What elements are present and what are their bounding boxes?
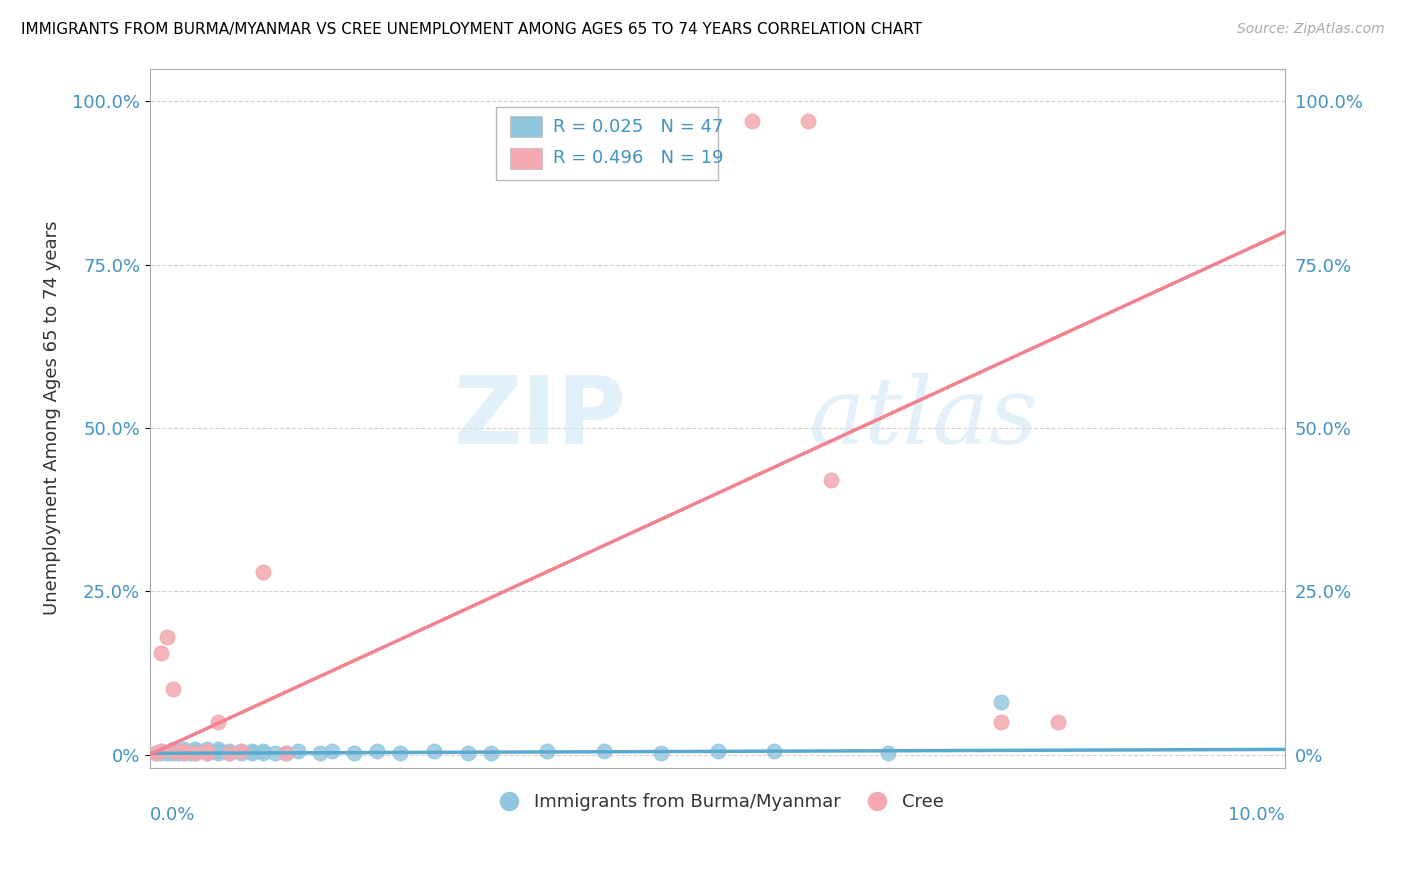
Text: ZIP: ZIP bbox=[454, 372, 627, 464]
Point bbox=[252, 744, 274, 758]
Text: 0.0%: 0.0% bbox=[150, 806, 195, 824]
Y-axis label: Unemployment Among Ages 65 to 74 years: Unemployment Among Ages 65 to 74 years bbox=[44, 221, 60, 615]
Text: 10.0%: 10.0% bbox=[1229, 806, 1285, 824]
Point bbox=[990, 714, 1012, 729]
Point bbox=[150, 646, 173, 660]
Point bbox=[990, 695, 1012, 709]
Point bbox=[184, 747, 207, 761]
Point bbox=[156, 747, 179, 761]
Point bbox=[162, 744, 184, 758]
Point bbox=[173, 744, 195, 758]
Point bbox=[423, 744, 446, 758]
Point bbox=[173, 744, 195, 758]
Point bbox=[252, 747, 274, 761]
Point bbox=[218, 747, 240, 761]
Point bbox=[218, 747, 240, 761]
Point bbox=[207, 742, 229, 756]
Point bbox=[173, 747, 195, 761]
Point bbox=[876, 747, 898, 761]
Point bbox=[145, 747, 167, 761]
Point bbox=[479, 747, 502, 761]
Point bbox=[195, 742, 218, 756]
Point bbox=[162, 682, 184, 697]
Point bbox=[388, 747, 411, 761]
Point bbox=[150, 747, 173, 761]
Point bbox=[229, 744, 252, 758]
Bar bbox=[510, 116, 541, 137]
Point bbox=[287, 744, 309, 758]
Point bbox=[240, 747, 263, 761]
Point bbox=[263, 747, 285, 761]
Point bbox=[218, 744, 240, 758]
Point bbox=[229, 747, 252, 761]
Point bbox=[207, 714, 229, 729]
Point bbox=[184, 742, 207, 756]
Legend: Immigrants from Burma/Myanmar, Cree: Immigrants from Burma/Myanmar, Cree bbox=[484, 786, 952, 818]
Point bbox=[167, 747, 190, 761]
Point bbox=[195, 744, 218, 758]
Point bbox=[343, 747, 366, 761]
Point bbox=[240, 744, 263, 758]
Point bbox=[173, 742, 195, 756]
Text: IMMIGRANTS FROM BURMA/MYANMAR VS CREE UNEMPLOYMENT AMONG AGES 65 TO 74 YEARS COR: IMMIGRANTS FROM BURMA/MYANMAR VS CREE UN… bbox=[21, 22, 922, 37]
Text: Source: ZipAtlas.com: Source: ZipAtlas.com bbox=[1237, 22, 1385, 37]
Point bbox=[252, 565, 274, 579]
Point bbox=[184, 747, 207, 761]
Point bbox=[820, 473, 842, 487]
Bar bbox=[510, 147, 541, 169]
Point bbox=[593, 744, 616, 758]
Point bbox=[536, 744, 558, 758]
Point bbox=[276, 747, 298, 761]
Point bbox=[195, 747, 218, 761]
Point bbox=[162, 742, 184, 756]
Point bbox=[145, 747, 167, 761]
Point bbox=[457, 747, 479, 761]
Point bbox=[276, 747, 298, 761]
Point bbox=[207, 744, 229, 758]
Point bbox=[179, 747, 201, 761]
Point bbox=[195, 747, 218, 761]
Point bbox=[173, 747, 195, 761]
Point bbox=[162, 744, 184, 758]
Point bbox=[706, 744, 728, 758]
Point bbox=[309, 747, 332, 761]
Point bbox=[207, 747, 229, 761]
FancyBboxPatch shape bbox=[496, 107, 717, 180]
Point bbox=[797, 113, 820, 128]
Point bbox=[321, 744, 343, 758]
Text: atlas: atlas bbox=[808, 373, 1038, 463]
Point bbox=[150, 744, 173, 758]
Point bbox=[366, 744, 388, 758]
Point bbox=[156, 630, 179, 644]
Text: R = 0.025   N = 47: R = 0.025 N = 47 bbox=[553, 118, 724, 136]
Point bbox=[650, 747, 672, 761]
Text: R = 0.496   N = 19: R = 0.496 N = 19 bbox=[553, 149, 724, 167]
Point bbox=[741, 113, 763, 128]
Point bbox=[150, 744, 173, 758]
Point bbox=[229, 744, 252, 758]
Point bbox=[763, 744, 786, 758]
Point bbox=[162, 747, 184, 761]
Point bbox=[1047, 714, 1070, 729]
Point bbox=[195, 744, 218, 758]
Point bbox=[184, 744, 207, 758]
